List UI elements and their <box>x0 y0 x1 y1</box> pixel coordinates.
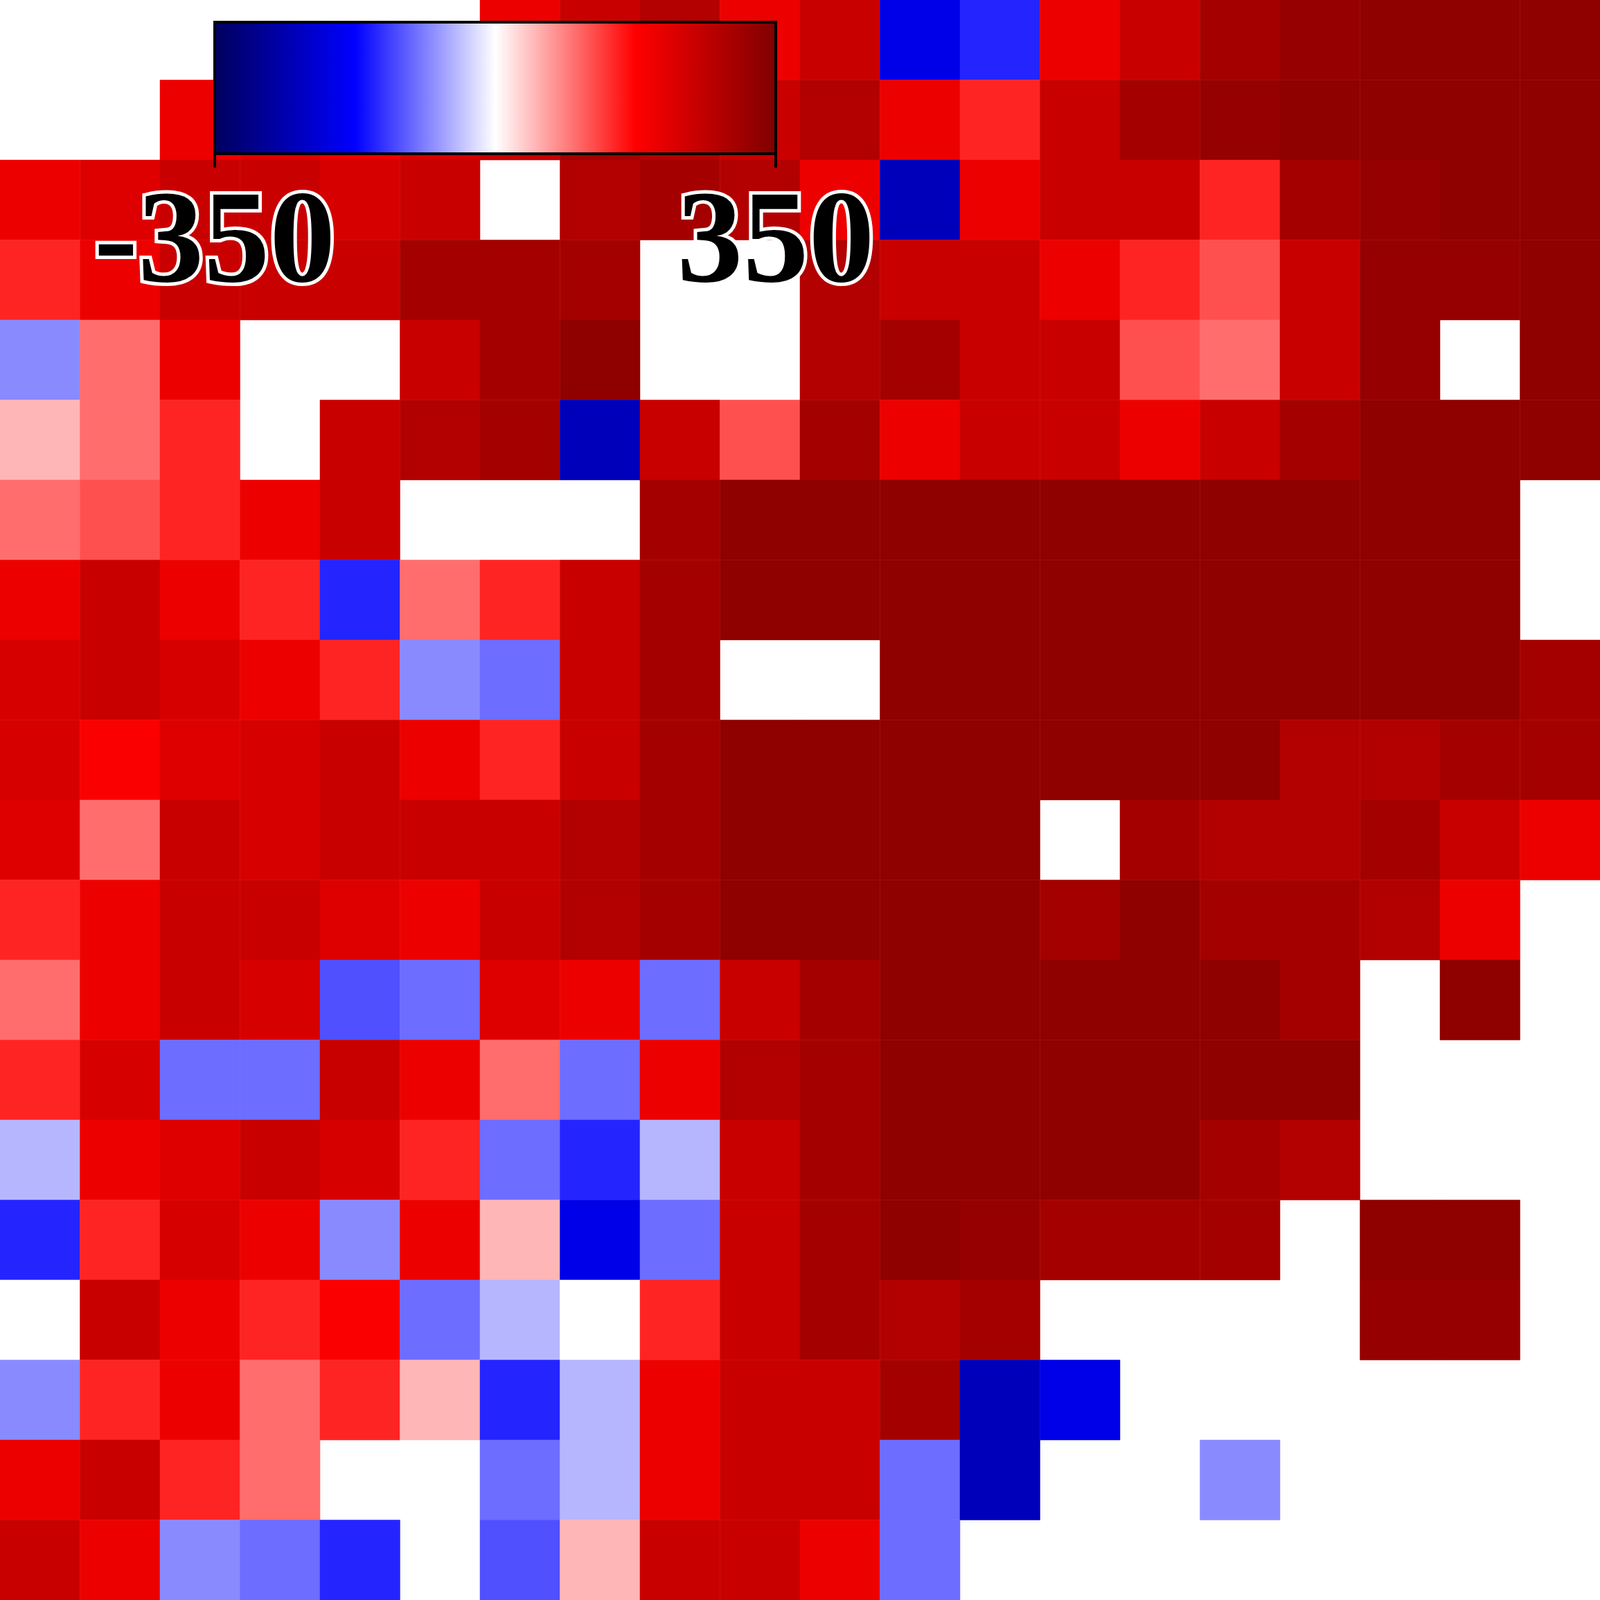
svg-text:350: 350 <box>677 164 875 310</box>
svg-text:-350: -350 <box>94 164 336 310</box>
